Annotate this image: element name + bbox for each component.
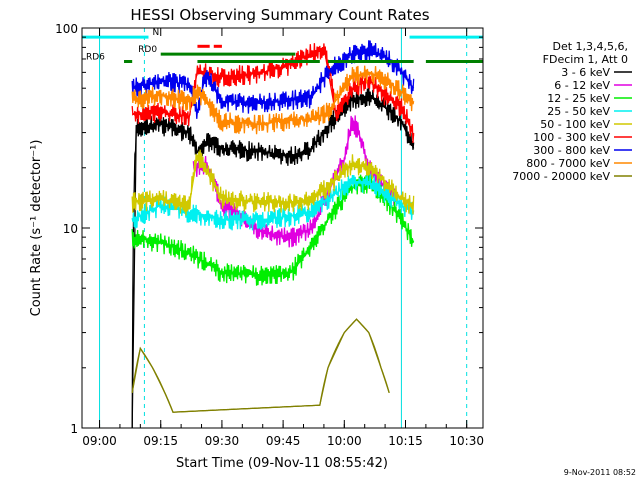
legend-entry-label: 12 - 25 keV	[547, 92, 610, 105]
x-axis: 09:00 09:15 09:30 09:45 10:00 10:15 10:30	[82, 28, 484, 448]
x-tick-label: 09:15	[143, 434, 178, 448]
x-tick-label: 10:30	[449, 434, 484, 448]
series-line-25-50-keV	[131, 173, 415, 231]
legend-entry-label: 25 - 50 keV	[547, 105, 610, 118]
x-axis-label: Start Time (09-Nov-11 08:55:42)	[176, 456, 388, 471]
series-line-800-7000-keV	[131, 65, 415, 135]
x-tick-label: 09:30	[205, 434, 240, 448]
legend-header-line: Det 1,3,4,5,6,	[552, 40, 628, 53]
legend-entry-label: 3 - 6 keV	[561, 66, 610, 79]
y-tick-label: 1	[70, 422, 78, 436]
x-tick-label: 09:00	[82, 434, 117, 448]
chart-title: HESSI Observing Summary Count Rates	[130, 6, 429, 24]
legend-header-line: FDecim 1, Att 0	[543, 53, 628, 66]
series-trend-50-100-keV	[132, 153, 414, 206]
series-trend-800-7000-keV	[132, 71, 415, 125]
x-tick-label: 10:15	[388, 434, 423, 448]
plot-frame	[81, 27, 484, 429]
x-tick-label: 09:45	[266, 434, 301, 448]
legend-entry-label: 100 - 300 keV	[533, 131, 610, 144]
y-tick-label: 100	[55, 22, 78, 36]
legend-entry-label: 300 - 800 keV	[533, 144, 610, 157]
legend-entry-label: 50 - 100 keV	[540, 118, 610, 131]
annotation-label-RD6: RD6	[86, 52, 105, 62]
y-tick-label: 10	[63, 222, 78, 236]
y-axis-label: Count Rate (s⁻¹ detector⁻¹)	[29, 140, 44, 317]
footer-date: 9-Nov-2011 08:52	[564, 468, 636, 477]
x-tick-label: 10:00	[327, 434, 362, 448]
series-line-50-100-keV	[131, 149, 415, 216]
series-trend-300-800-keV	[132, 48, 415, 115]
y-axis: 1 10 100	[55, 22, 483, 436]
legend: Det 1,3,4,5,6,FDecim 1, Att 03 - 6 keV6 …	[512, 40, 632, 183]
series-line-3-6-keV	[131, 87, 415, 429]
series-trend-25-50-keV	[131, 181, 414, 221]
annotation-label-RD0: RD0	[138, 45, 157, 55]
series-line-7000-20000-keV	[131, 318, 390, 413]
series-trend-7000-20000-keV	[131, 318, 390, 413]
legend-entry-label: 6 - 12 keV	[554, 79, 610, 92]
legend-entry-label: 800 - 7000 keV	[526, 157, 610, 170]
plot-area: N RD0 RD6	[82, 28, 483, 429]
annotation-label-N: N	[152, 28, 159, 38]
legend-entry-label: 7000 - 20000 keV	[512, 170, 610, 183]
series-line-12-25-keV	[131, 172, 414, 286]
series-trend-3-6-keV	[131, 94, 415, 429]
